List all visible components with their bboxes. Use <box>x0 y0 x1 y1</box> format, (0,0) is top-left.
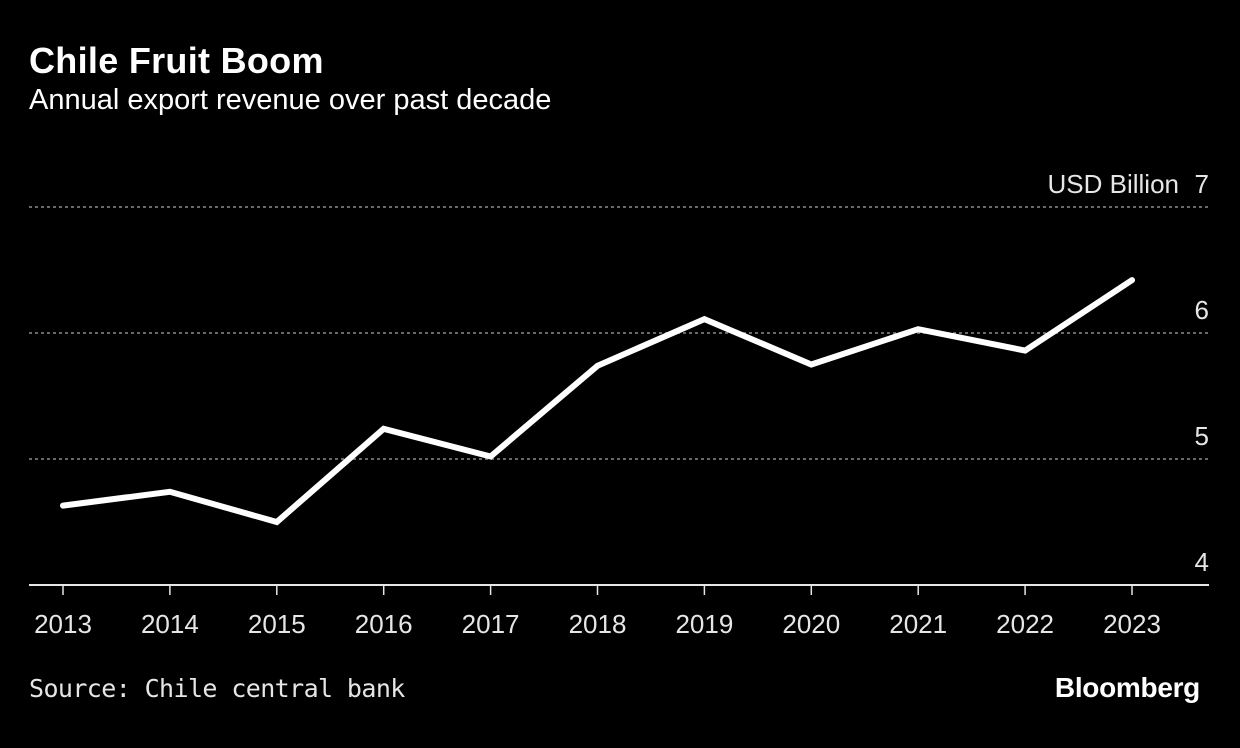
x-tick-label-2018: 2018 <box>569 609 627 639</box>
source-note: Source: Chile central bank <box>29 674 405 703</box>
x-tick-label-2019: 2019 <box>675 609 733 639</box>
y-tick-label-7: 7 <box>1195 169 1209 199</box>
x-tick-label-2013: 2013 <box>34 609 92 639</box>
x-tick-label-2016: 2016 <box>355 609 413 639</box>
x-tick-label-2017: 2017 <box>462 609 520 639</box>
chart-subtitle: Annual export revenue over past decade <box>29 84 552 116</box>
x-tick-label-2014: 2014 <box>141 609 199 639</box>
x-tick-label-2015: 2015 <box>248 609 306 639</box>
y-tick-label-6: 6 <box>1195 295 1209 325</box>
bloomberg-logo: Bloomberg <box>1054 672 1200 703</box>
chart-title: Chile Fruit Boom <box>29 40 324 81</box>
x-tick-label-2022: 2022 <box>996 609 1054 639</box>
x-tick-label-2021: 2021 <box>889 609 947 639</box>
y-tick-label-5: 5 <box>1195 421 1209 451</box>
x-tick-label-2020: 2020 <box>782 609 840 639</box>
x-tick-label-2023: 2023 <box>1103 609 1161 639</box>
series-line-0 <box>60 277 1135 526</box>
y-axis-unit-label: USD Billion <box>1048 169 1180 199</box>
y-tick-label-4: 4 <box>1195 547 1209 577</box>
